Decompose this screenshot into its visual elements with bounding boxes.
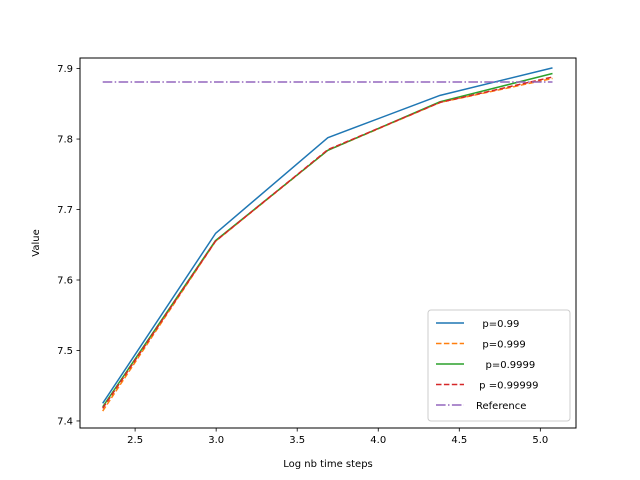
legend-label: p=0.9999 bbox=[476, 360, 535, 371]
legend-label: p=0.999 bbox=[476, 340, 526, 351]
plot-frame bbox=[79, 57, 577, 429]
series-line-0 bbox=[102, 67, 553, 404]
legend-box bbox=[427, 309, 571, 422]
x-tick-label: 4.5 bbox=[451, 435, 467, 446]
x-axis-label: Log nb time steps bbox=[283, 459, 373, 470]
legend-label: p=0.99 bbox=[476, 319, 519, 330]
y-tick-label: 7.7 bbox=[57, 205, 73, 216]
x-axis-ticks: 2.5 3.0 3.5 4.0 4.5 5.0 bbox=[127, 428, 548, 446]
series-layer bbox=[102, 67, 553, 412]
y-tick-label: 7.8 bbox=[57, 135, 73, 146]
series-line-3 bbox=[102, 76, 553, 409]
x-tick-label: 4.0 bbox=[370, 435, 386, 446]
y-axis-label: Value bbox=[31, 229, 42, 256]
legend-label: Reference bbox=[476, 401, 526, 412]
y-tick-label: 7.4 bbox=[57, 416, 73, 427]
x-tick-label: 3.0 bbox=[208, 435, 224, 446]
legend: p=0.99 p=0.999 p=0.9999 p =0.99999 Refere… bbox=[427, 309, 571, 422]
x-tick-label: 5.0 bbox=[532, 435, 548, 446]
y-tick-label: 7.6 bbox=[57, 276, 73, 287]
y-tick-label: 7.9 bbox=[57, 64, 73, 75]
y-tick-label: 7.5 bbox=[57, 346, 73, 357]
y-axis-ticks: 7.4 7.5 7.6 7.7 7.8 7.9 bbox=[57, 64, 80, 427]
legend-label: p =0.99999 bbox=[476, 381, 538, 392]
x-tick-label: 2.5 bbox=[127, 435, 143, 446]
x-tick-label: 3.5 bbox=[289, 435, 305, 446]
